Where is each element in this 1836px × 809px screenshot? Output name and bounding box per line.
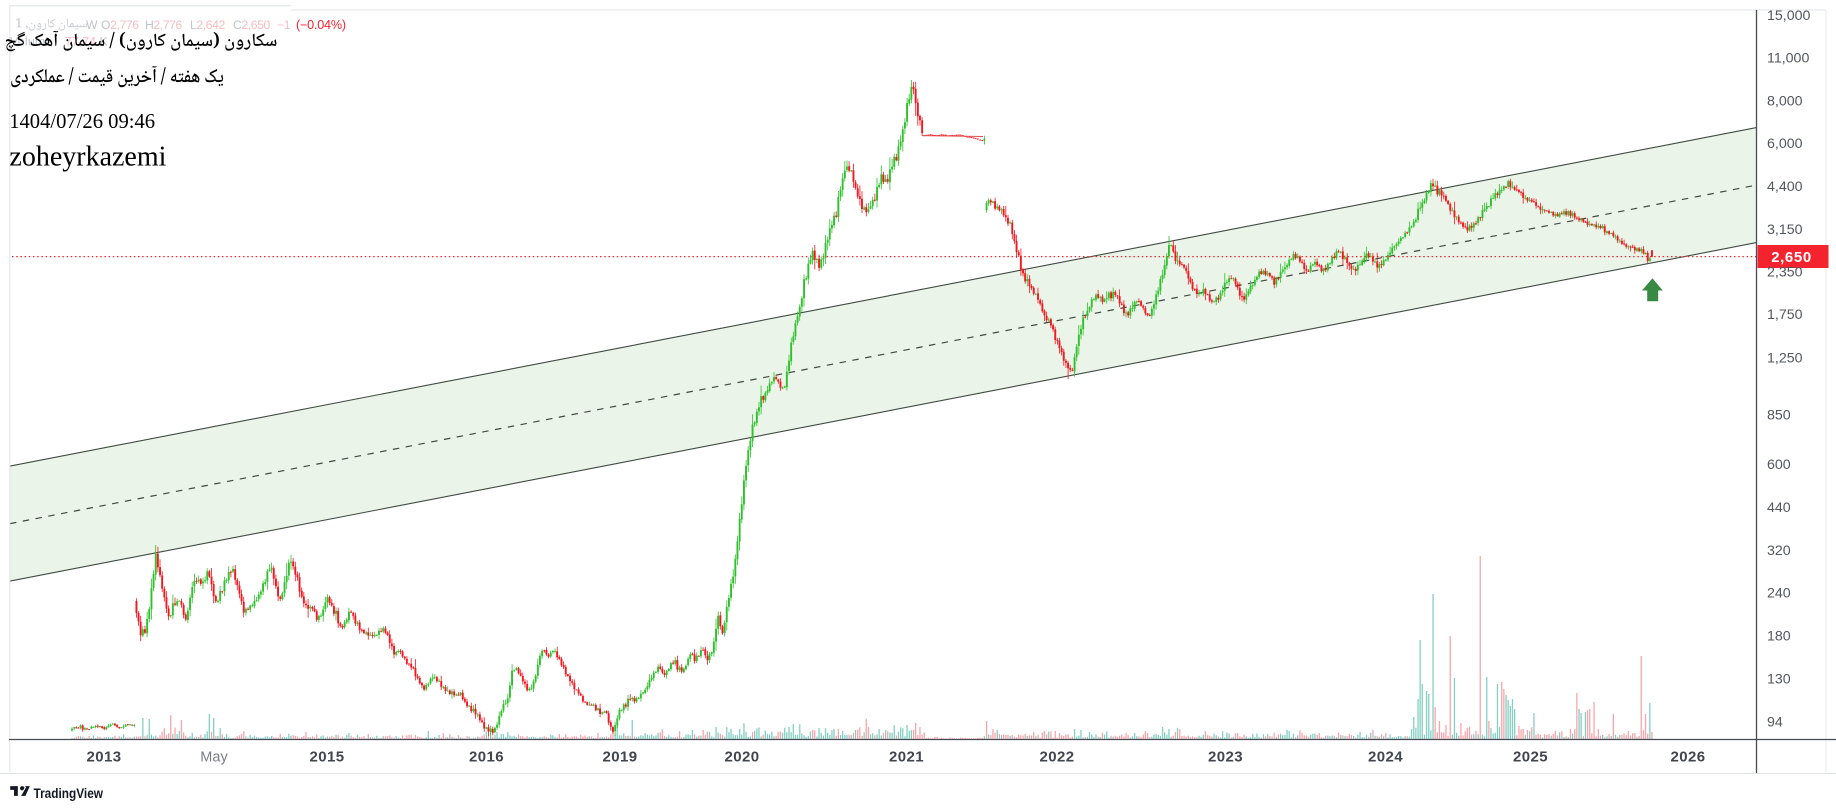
svg-text:440: 440 — [1767, 500, 1791, 516]
svg-text:2,350: 2,350 — [1767, 265, 1803, 281]
svg-text:15,000: 15,000 — [1767, 8, 1811, 24]
svg-text:11,000: 11,000 — [1767, 51, 1809, 67]
svg-text:180: 180 — [1767, 629, 1791, 645]
svg-text:240: 240 — [1767, 586, 1791, 602]
svg-text:2016: 2016 — [469, 749, 504, 766]
svg-text:320: 320 — [1767, 543, 1791, 559]
svg-text:600: 600 — [1767, 457, 1791, 473]
svg-text:Volume: Volume — [10, 35, 53, 49]
svg-text:2024: 2024 — [1368, 749, 1403, 766]
svg-text:2023: 2023 — [1208, 749, 1243, 766]
svg-text:TradingView: TradingView — [34, 786, 104, 801]
svg-text:2020: 2020 — [725, 749, 760, 766]
svg-text:94: 94 — [1767, 715, 1783, 731]
svg-text:L2,642: L2,642 — [190, 18, 226, 32]
svg-text:1404/07/26 09:46: 1404/07/26 09:46 — [9, 111, 155, 133]
svg-text:6,000: 6,000 — [1767, 136, 1803, 152]
svg-text:May: May — [200, 750, 228, 766]
svg-text:850: 850 — [1767, 408, 1791, 424]
svg-text:2013: 2013 — [87, 749, 122, 766]
svg-text:C2,650: C2,650 — [233, 18, 271, 32]
svg-text:2019: 2019 — [603, 749, 638, 766]
svg-text:H2,776: H2,776 — [145, 18, 183, 32]
svg-text:1,250: 1,250 — [1767, 351, 1803, 367]
svg-text:4,400: 4,400 — [1767, 179, 1803, 195]
svg-text:O2,776: O2,776 — [101, 18, 139, 32]
svg-text:−1: −1 — [277, 18, 291, 32]
svg-text:(−0.04%): (−0.04%) — [296, 18, 346, 32]
svg-text:130: 130 — [1767, 672, 1791, 688]
svg-text:2025: 2025 — [1513, 749, 1548, 766]
svg-text:2015: 2015 — [310, 749, 345, 766]
svg-text:3,150: 3,150 — [1767, 222, 1803, 238]
svg-text:2021: 2021 — [889, 749, 924, 766]
svg-text:2026: 2026 — [1671, 749, 1706, 766]
svg-text:W: W — [86, 18, 98, 32]
svg-text:2,650: 2,650 — [1771, 249, 1812, 266]
svg-text:2022: 2022 — [1040, 749, 1075, 766]
svg-text:8,000: 8,000 — [1767, 94, 1803, 110]
svg-text:zoheyrkazemi: zoheyrkazemi — [9, 142, 166, 173]
svg-text:1,750: 1,750 — [1767, 307, 1803, 323]
